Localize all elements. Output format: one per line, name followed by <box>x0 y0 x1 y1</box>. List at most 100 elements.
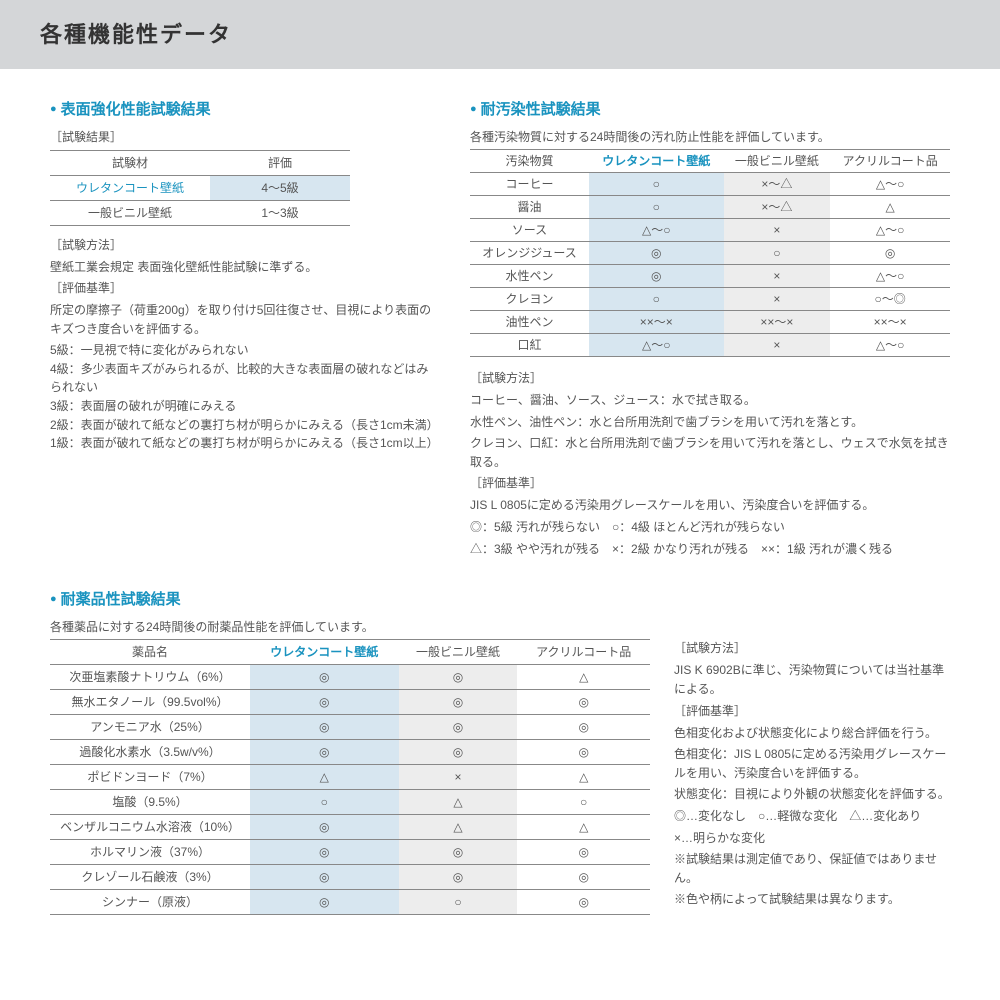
table-row: ホルマリン液（37%）◎◎◎ <box>50 840 650 865</box>
table-row: アンモニア水（25%）◎◎◎ <box>50 715 650 740</box>
page-title: 各種機能性データ <box>40 18 960 51</box>
table-row: シンナー（原液）◎○◎ <box>50 890 650 915</box>
cell: ◎ <box>830 242 950 265</box>
cell: 水性ペン <box>470 265 589 288</box>
cell: ベンザルコニウム水溶液（10%） <box>50 815 250 840</box>
cell: ソース <box>470 219 589 242</box>
cell: × <box>399 765 518 790</box>
cell: 一般ビニル壁紙 <box>50 200 210 225</box>
cell: ×〜△ <box>724 173 831 196</box>
criteria-lines: JIS L 0805に定める汚染用グレースケールを用い、汚染度合いを評価する。◎… <box>470 496 950 558</box>
method-lines: コーヒー、醤油、ソース、ジュース：水で拭き取る。水性ペン、油性ペン：水と台所用洗… <box>470 391 950 471</box>
cell: ××〜× <box>589 311 724 334</box>
table-header-row: 薬品名 ウレタンコート壁紙 一般ビニル壁紙 アクリルコート品 <box>50 640 650 665</box>
method-label: ［試験方法］ <box>470 369 950 387</box>
text-line: クレヨン、口紅：水と台所用洗剤で歯ブラシを用いて汚れを落とし、ウェスで水気を拭き… <box>470 434 950 471</box>
cell: ◎ <box>517 740 650 765</box>
cell: クレヨン <box>470 288 589 311</box>
cell: 口紅 <box>470 334 589 357</box>
section-chem: 耐薬品性試験結果 各種薬品に対する24時間後の耐薬品性能を評価しています。 薬品… <box>50 589 950 915</box>
grade-line: 2級：表面が破れて紙などの裏打ち材が明らかにみえる（長さ1cm未満） <box>50 416 440 435</box>
cell: △ <box>517 665 650 690</box>
cell: クレゾール石鹸液（3%） <box>50 865 250 890</box>
cell: ◎ <box>250 865 399 890</box>
cell: ○ <box>589 196 724 219</box>
col-header: 評価 <box>210 150 350 175</box>
col-header: 薬品名 <box>50 640 250 665</box>
cell: ◎ <box>250 740 399 765</box>
cell: ◎ <box>589 265 724 288</box>
cell: ◎ <box>250 840 399 865</box>
cell: ◎ <box>399 865 518 890</box>
stain-table: 汚染物質 ウレタンコート壁紙 一般ビニル壁紙 アクリルコート品 コーヒー○×〜△… <box>470 149 950 357</box>
text-line: ◎：5級 汚れが残らない ○：4級 ほとんど汚れが残らない <box>470 518 950 537</box>
cell: ◎ <box>399 690 518 715</box>
cell: ◎ <box>517 865 650 890</box>
grade-line: 3級：表面層の破れが明確にみえる <box>50 397 440 416</box>
section-stain: 耐汚染性試験結果 各種汚染物質に対する24時間後の汚れ防止性能を評価しています。… <box>470 99 950 561</box>
cell: ◎ <box>250 815 399 840</box>
table-row: ソース△〜○×△〜○ <box>470 219 950 242</box>
cell: △〜○ <box>830 265 950 288</box>
cell: △ <box>517 765 650 790</box>
table-row: クレヨン○×○〜◎ <box>470 288 950 311</box>
cell: ◎ <box>517 840 650 865</box>
text-line: ×…明らかな変化 <box>674 829 950 848</box>
col-header: ウレタンコート壁紙 <box>589 150 724 173</box>
table-row: ポビドンヨード（7%）△×△ <box>50 765 650 790</box>
table-row: ベンザルコニウム水溶液（10%）◎△△ <box>50 815 650 840</box>
cell: ウレタンコート壁紙 <box>50 175 210 200</box>
cell: ◎ <box>250 890 399 915</box>
col-header: 一般ビニル壁紙 <box>724 150 831 173</box>
cell: ◎ <box>399 840 518 865</box>
cell: 醤油 <box>470 196 589 219</box>
table-row: 過酸化水素水（3.5w/v%）◎◎◎ <box>50 740 650 765</box>
cell: 油性ペン <box>470 311 589 334</box>
cell: △〜○ <box>830 334 950 357</box>
stain-intro: 各種汚染物質に対する24時間後の汚れ防止性能を評価しています。 <box>470 128 950 147</box>
cell: △ <box>250 765 399 790</box>
criteria-label: ［評価基準］ <box>674 702 950 720</box>
method-label: ［試験方法］ <box>50 236 440 254</box>
cell: ○ <box>250 790 399 815</box>
cell: △〜○ <box>589 219 724 242</box>
table-row: クレゾール石鹸液（3%）◎◎◎ <box>50 865 650 890</box>
cell: オレンジジュース <box>470 242 589 265</box>
criteria-text: 所定の摩擦子（荷重200g）を取り付け5回往復させ、目視により表面のキズつき度合… <box>50 301 440 338</box>
cell: ○ <box>589 288 724 311</box>
surface-table: 試験材 評価 ウレタンコート壁紙 4〜5級 一般ビニル壁紙 1〜3級 <box>50 150 350 226</box>
cell: × <box>724 265 831 288</box>
cell: ◎ <box>250 665 399 690</box>
table-row: 口紅△〜○×△〜○ <box>470 334 950 357</box>
cell: ○ <box>724 242 831 265</box>
method-text: JIS K 6902Bに準じ、汚染物質については当社基準による。 <box>674 661 950 698</box>
cell: ○〜◎ <box>830 288 950 311</box>
chem-title: 耐薬品性試験結果 <box>50 589 950 612</box>
cell: ポビドンヨード（7%） <box>50 765 250 790</box>
chem-notes: ［試験方法］ JIS K 6902Bに準じ、汚染物質については当社基準による。 … <box>674 639 950 915</box>
cell: × <box>724 334 831 357</box>
chem-intro: 各種薬品に対する24時間後の耐薬品性能を評価しています。 <box>50 618 950 637</box>
cell: ◎ <box>517 890 650 915</box>
text-line: 状態変化：目視により外観の状態変化を評価する。 <box>674 785 950 804</box>
col-header: 試験材 <box>50 150 210 175</box>
content: 表面強化性能試験結果 ［試験結果］ 試験材 評価 ウレタンコート壁紙 4〜5級 … <box>0 99 1000 915</box>
text-line: △：3級 やや汚れが残る ×：2級 かなり汚れが残る ××：1級 汚れが濃く残る <box>470 540 950 559</box>
grade-line: 4級：多少表面キズがみられるが、比較的大きな表面層の破れなどはみられない <box>50 360 440 397</box>
cell: ◎ <box>399 740 518 765</box>
cell: シンナー（原液） <box>50 890 250 915</box>
col-header: ウレタンコート壁紙 <box>250 640 399 665</box>
table-row: 醤油○×〜△△ <box>470 196 950 219</box>
col-header: 一般ビニル壁紙 <box>399 640 518 665</box>
cell: ◎ <box>517 690 650 715</box>
cell: △〜○ <box>830 219 950 242</box>
criteria-label: ［評価基準］ <box>470 474 950 492</box>
table-header-row: 汚染物質 ウレタンコート壁紙 一般ビニル壁紙 アクリルコート品 <box>470 150 950 173</box>
criteria-lines: 色相変化および状態変化により総合評価を行う。色相変化：JIS L 0805に定め… <box>674 724 950 909</box>
text-line: ◎…変化なし ○…軽微な変化 △…変化あり <box>674 807 950 826</box>
text-line: 水性ペン、油性ペン：水と台所用洗剤で歯ブラシを用いて汚れを落とす。 <box>470 413 950 432</box>
cell: △ <box>399 815 518 840</box>
table-row: 一般ビニル壁紙 1〜3級 <box>50 200 350 225</box>
table-row: 水性ペン◎×△〜○ <box>470 265 950 288</box>
table-row: 無水エタノール（99.5vol%）◎◎◎ <box>50 690 650 715</box>
